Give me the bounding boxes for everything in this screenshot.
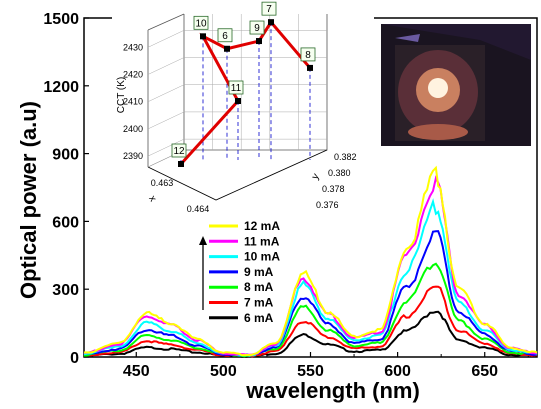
- y-tick-label: 300: [52, 282, 79, 299]
- inset-z-tick-label: 2410: [123, 97, 143, 107]
- inset-point: [200, 33, 206, 40]
- legend-label: 12 mA: [244, 219, 280, 233]
- legend-label: 9 mA: [244, 265, 274, 279]
- y-tick-label: 0: [70, 350, 79, 367]
- legend-label: 7 mA: [244, 296, 274, 310]
- x-tick-label: 450: [123, 363, 150, 380]
- inset-point-label: 8: [305, 50, 311, 61]
- inset-3d-chart: 2390 2400 2410 2420 2430 0.463 0.464 0.376 0.378…: [112, 1, 374, 214]
- legend-label: 8 mA: [244, 280, 274, 294]
- x-tick-label: 650: [471, 363, 498, 380]
- inset-point: [256, 38, 262, 45]
- legend-label: 6 mA: [244, 311, 274, 325]
- inset-gridline: [147, 138, 185, 157]
- series-line-7-ma: [83, 285, 537, 358]
- series-line-8-ma: [83, 262, 538, 358]
- inset-z-tick-label: 2390: [123, 151, 143, 161]
- inset-point: [178, 161, 184, 167]
- legend-label: 10 mA: [244, 250, 280, 264]
- inset-x-axis-title: x: [146, 194, 158, 204]
- inset-point-label: 10: [195, 18, 207, 29]
- inset-background: [112, 4, 374, 214]
- inset-z-tick-label: 2400: [123, 124, 143, 134]
- inset-point-label-box: [300, 47, 316, 62]
- series-line-6-ma: [83, 310, 538, 358]
- spectral-series: [83, 165, 538, 358]
- inset-gridline: [147, 111, 185, 130]
- inset-point-label-box: [193, 15, 209, 30]
- y-tick-label: 600: [52, 214, 79, 231]
- inset-y-tick-label: 0.382: [334, 152, 357, 162]
- y-axis-ticks: 0 300 600 900 1200 1500: [43, 11, 89, 367]
- y-tick-label: 1200: [43, 79, 79, 96]
- inset-point-label: 12: [173, 146, 185, 157]
- x-tick-label: 600: [384, 363, 411, 380]
- inset-point-label: 9: [254, 23, 260, 34]
- inset-z-tick-label: 2420: [123, 70, 143, 80]
- inset-point-label-box: [249, 20, 265, 35]
- inset-y-axis-title: y: [310, 172, 322, 182]
- inset-gridline: [147, 84, 185, 102]
- x-axis-title: wavelength (nm): [245, 378, 420, 403]
- inset-gridline: [147, 30, 185, 48]
- inset-y-tick-label: 0.378: [322, 184, 345, 194]
- y-tick-label: 900: [52, 147, 79, 164]
- inset-point-label: 6: [222, 31, 228, 42]
- y-tick-label: 1500: [43, 11, 79, 28]
- inset-edge: [147, 13, 185, 31]
- inset-y-tick-label: 0.376: [316, 200, 339, 210]
- inset-point-label-box: [171, 143, 187, 158]
- inset-point: [235, 98, 241, 104]
- inset-point-label-box: [228, 80, 244, 95]
- inset-z-axis-title: CCT (K): [116, 77, 127, 113]
- x-axis-ticks: 450 500 550 600 650: [92, 352, 529, 380]
- inset-point-label: 11: [231, 83, 242, 94]
- series-line-10-ma: [83, 198, 538, 357]
- inset-gridline: [147, 57, 185, 75]
- inset-point-label-box: [217, 28, 233, 43]
- inset-x-tick-label: 0.464: [187, 204, 210, 214]
- inset-point: [307, 64, 313, 71]
- series-line-12-ma: [83, 165, 538, 357]
- x-tick-label: 550: [297, 363, 324, 380]
- x-tick-label: 500: [210, 363, 237, 380]
- led-photo: [381, 24, 531, 146]
- inset-x-tick-label: 0.463: [151, 178, 174, 188]
- legend-label: 11 mA: [244, 234, 280, 248]
- series-line-9-ma: [83, 230, 538, 357]
- inset-y-tick-label: 0.380: [328, 168, 351, 178]
- inset-point-label-box: [261, 1, 277, 16]
- inset-back-frame: [183, 14, 328, 151]
- y-axis-title: Optical power (a.u): [16, 101, 41, 299]
- inset-point: [224, 45, 230, 52]
- inset-point: [268, 19, 274, 26]
- legend-arrow-head: [199, 236, 207, 245]
- inset-floor-edge: [147, 149, 328, 201]
- inset-z-tick-label: 2430: [123, 42, 143, 52]
- inset-point-label: 7: [266, 4, 272, 15]
